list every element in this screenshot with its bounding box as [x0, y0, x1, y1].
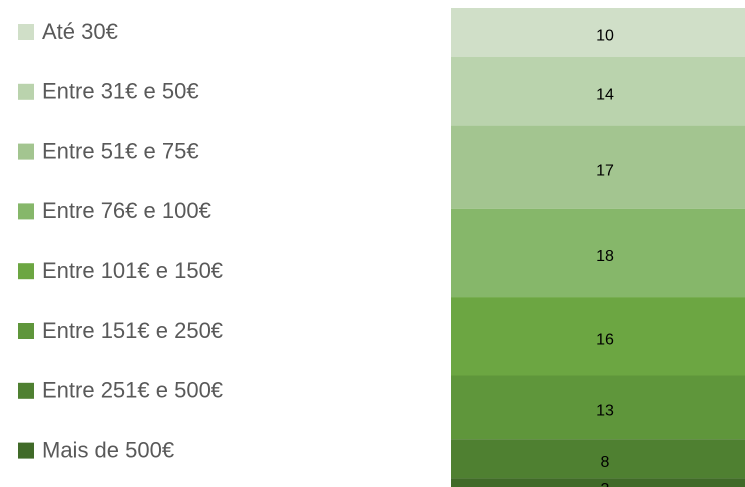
bar-segment [451, 57, 745, 126]
legend-swatch [18, 323, 34, 339]
legend-label: Entre 151€ e 250€ [42, 318, 223, 343]
bar-segment [451, 208, 745, 298]
bar-segment [451, 8, 745, 57]
bar-segment [451, 439, 745, 479]
legend-swatch [18, 442, 34, 459]
data-label: 3 [601, 481, 610, 487]
legend-swatch [18, 263, 34, 280]
legend-label: Entre 51€ e 75€ [42, 138, 199, 163]
legend-swatch [18, 83, 34, 100]
data-label: 16 [596, 332, 614, 349]
bar-segment [451, 297, 745, 376]
bar-segment [451, 125, 745, 209]
legend-label: Entre 251€ e 500€ [42, 378, 223, 403]
data-label: 13 [596, 403, 614, 420]
legend-swatch [18, 143, 34, 160]
legend-swatch [18, 382, 34, 399]
legend-swatch [18, 24, 34, 40]
legend-label: Até 30€ [42, 19, 118, 44]
bar-segment [451, 375, 745, 440]
bar-segment [451, 478, 745, 487]
legend-label: Mais de 500€ [42, 437, 174, 462]
legend-label: Entre 31€ e 50€ [42, 79, 199, 104]
data-label: 14 [596, 87, 614, 104]
data-label: 17 [596, 162, 614, 179]
legend-label: Entre 101€ e 150€ [42, 258, 223, 283]
data-label: 18 [596, 248, 614, 265]
legend-swatch [18, 203, 34, 220]
data-label: 8 [601, 454, 610, 471]
legend-label: Entre 76€ e 100€ [42, 198, 211, 223]
data-label: 10 [596, 28, 614, 45]
